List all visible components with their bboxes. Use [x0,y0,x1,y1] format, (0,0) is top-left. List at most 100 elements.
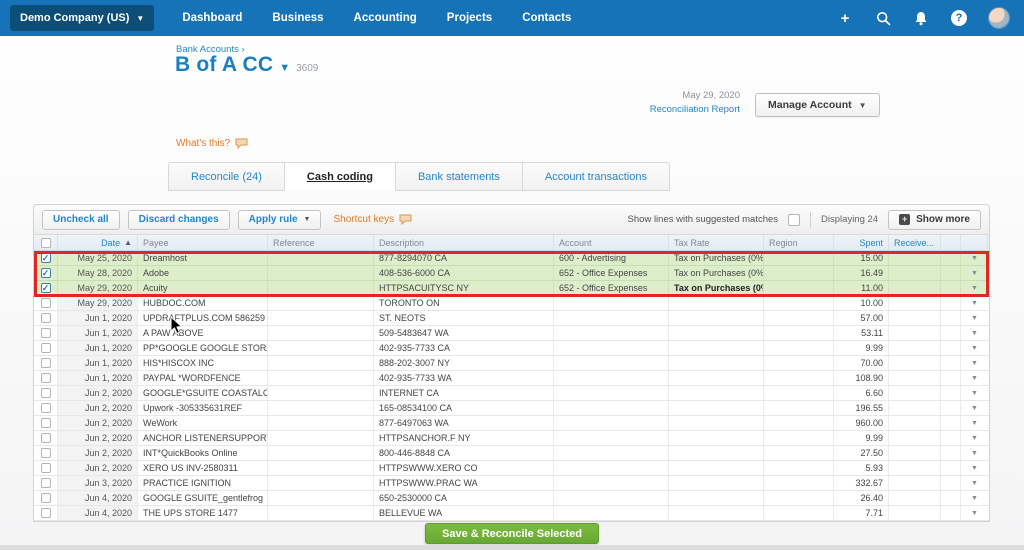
show-more-button[interactable]: + Show more [888,209,981,230]
reference-cell[interactable] [268,461,374,475]
row-dropdown-icon[interactable]: ▼ [971,329,978,337]
breadcrumb[interactable]: Bank Accounts › [176,44,245,55]
payee-cell[interactable]: WeWork [138,416,268,430]
region-cell[interactable] [764,356,834,370]
shortcut-keys-link[interactable]: Shortcut keys [333,214,412,225]
discard-changes-button[interactable]: Discard changes [127,209,230,230]
payee-cell[interactable]: XERO US INV-2580311 [138,461,268,475]
avatar[interactable] [988,7,1010,29]
row-checkbox[interactable] [40,493,51,503]
row-checkbox[interactable] [40,463,51,473]
account-cell[interactable] [554,506,669,520]
tax-rate-cell[interactable] [669,371,764,385]
row-checkbox[interactable] [40,478,51,488]
payee-cell[interactable]: PAYPAL *WORDFENCE [138,371,268,385]
reference-cell[interactable] [268,446,374,460]
payee-cell[interactable]: A PAW ABOVE [138,326,268,340]
row-checkbox[interactable] [40,358,51,368]
row-dropdown-icon[interactable]: ▼ [971,284,978,292]
row-checkbox[interactable] [40,313,51,323]
help-icon[interactable]: ? [950,9,968,27]
tax-rate-cell[interactable] [669,476,764,490]
row-checkbox[interactable] [40,403,51,413]
row-dropdown-icon[interactable]: ▼ [971,389,978,397]
reference-cell[interactable] [268,386,374,400]
nav-item-contacts[interactable]: Contacts [522,12,572,24]
row-dropdown-icon[interactable]: ▼ [971,254,978,262]
region-cell[interactable] [764,386,834,400]
region-cell[interactable] [764,311,834,325]
reconciliation-report-link[interactable]: Reconciliation Report [649,104,740,115]
row-dropdown-icon[interactable]: ▼ [971,314,978,322]
page-title[interactable]: B of A CC [175,53,274,76]
uncheck-all-button[interactable]: Uncheck all [42,209,120,230]
row-checkbox[interactable] [40,373,51,383]
manage-account-button[interactable]: Manage Account ▼ [755,93,880,117]
reference-cell[interactable] [268,371,374,385]
row-dropdown-icon[interactable]: ▼ [971,359,978,367]
account-cell[interactable] [554,371,669,385]
tax-rate-cell[interactable] [669,386,764,400]
row-dropdown-icon[interactable]: ▼ [971,479,978,487]
tax-rate-cell[interactable]: Tax on Purchases (0%) [669,281,764,295]
row-checkbox[interactable] [40,508,51,518]
reference-cell[interactable] [268,491,374,505]
nav-item-dashboard[interactable]: Dashboard [182,12,243,24]
tab-reconcile-24[interactable]: Reconcile (24) [168,162,284,191]
region-cell[interactable] [764,266,834,280]
payee-cell[interactable]: Acuity [138,281,268,295]
company-selector[interactable]: Demo Company (US) ▼ [10,5,155,31]
row-dropdown-icon[interactable]: ▼ [971,299,978,307]
payee-cell[interactable]: HUBDOC.COM [138,296,268,310]
reference-cell[interactable] [268,416,374,430]
tab-cash-coding[interactable]: Cash coding [283,162,395,191]
region-cell[interactable] [764,251,834,265]
column-header-tax-rate[interactable]: Tax Rate [669,235,764,250]
row-dropdown-icon[interactable]: ▼ [971,464,978,472]
reference-cell[interactable] [268,506,374,520]
tax-rate-cell[interactable]: Tax on Purchases (0%) [669,251,764,265]
tax-rate-cell[interactable] [669,461,764,475]
apply-rule-button[interactable]: Apply rule ▼ [237,209,322,230]
plus-icon[interactable]: + [840,9,850,27]
row-dropdown-icon[interactable]: ▼ [971,404,978,412]
account-cell[interactable] [554,476,669,490]
region-cell[interactable] [764,401,834,415]
row-checkbox[interactable] [40,388,51,398]
account-cell[interactable] [554,431,669,445]
tax-rate-cell[interactable] [669,356,764,370]
payee-cell[interactable]: GOOGLE*GSUITE COASTALC [138,386,268,400]
payee-cell[interactable]: GOOGLE GSUITE_gentlefrog [138,491,268,505]
select-all-checkbox[interactable] [40,237,51,248]
column-header-payee[interactable]: Payee [138,235,268,250]
account-cell[interactable] [554,296,669,310]
reference-cell[interactable] [268,356,374,370]
nav-item-accounting[interactable]: Accounting [353,12,417,24]
payee-cell[interactable]: ANCHOR LISTENERSUPPORT [138,431,268,445]
region-cell[interactable] [764,476,834,490]
column-header-region[interactable]: Region [764,235,834,250]
payee-cell[interactable]: PRACTICE IGNITION [138,476,268,490]
account-cell[interactable] [554,491,669,505]
account-cell[interactable] [554,401,669,415]
tax-rate-cell[interactable] [669,311,764,325]
reference-cell[interactable] [268,266,374,280]
suggested-matches-checkbox[interactable] [788,213,801,226]
tax-rate-cell[interactable] [669,431,764,445]
row-checkbox[interactable]: ✓ [40,253,51,263]
account-cell[interactable] [554,416,669,430]
tax-rate-cell[interactable] [669,341,764,355]
row-checkbox[interactable] [40,418,51,428]
reference-cell[interactable] [268,341,374,355]
row-dropdown-icon[interactable]: ▼ [971,269,978,277]
region-cell[interactable] [764,371,834,385]
payee-cell[interactable]: PP*GOOGLE GOOGLE STORAGE [138,341,268,355]
region-cell[interactable] [764,461,834,475]
tax-rate-cell[interactable]: Tax on Purchases (0%) [669,266,764,280]
nav-item-business[interactable]: Business [272,12,324,24]
row-checkbox[interactable] [40,298,51,308]
row-dropdown-icon[interactable]: ▼ [971,344,978,352]
payee-cell[interactable]: INT*QuickBooks Online [138,446,268,460]
region-cell[interactable] [764,326,834,340]
tax-rate-cell[interactable] [669,491,764,505]
